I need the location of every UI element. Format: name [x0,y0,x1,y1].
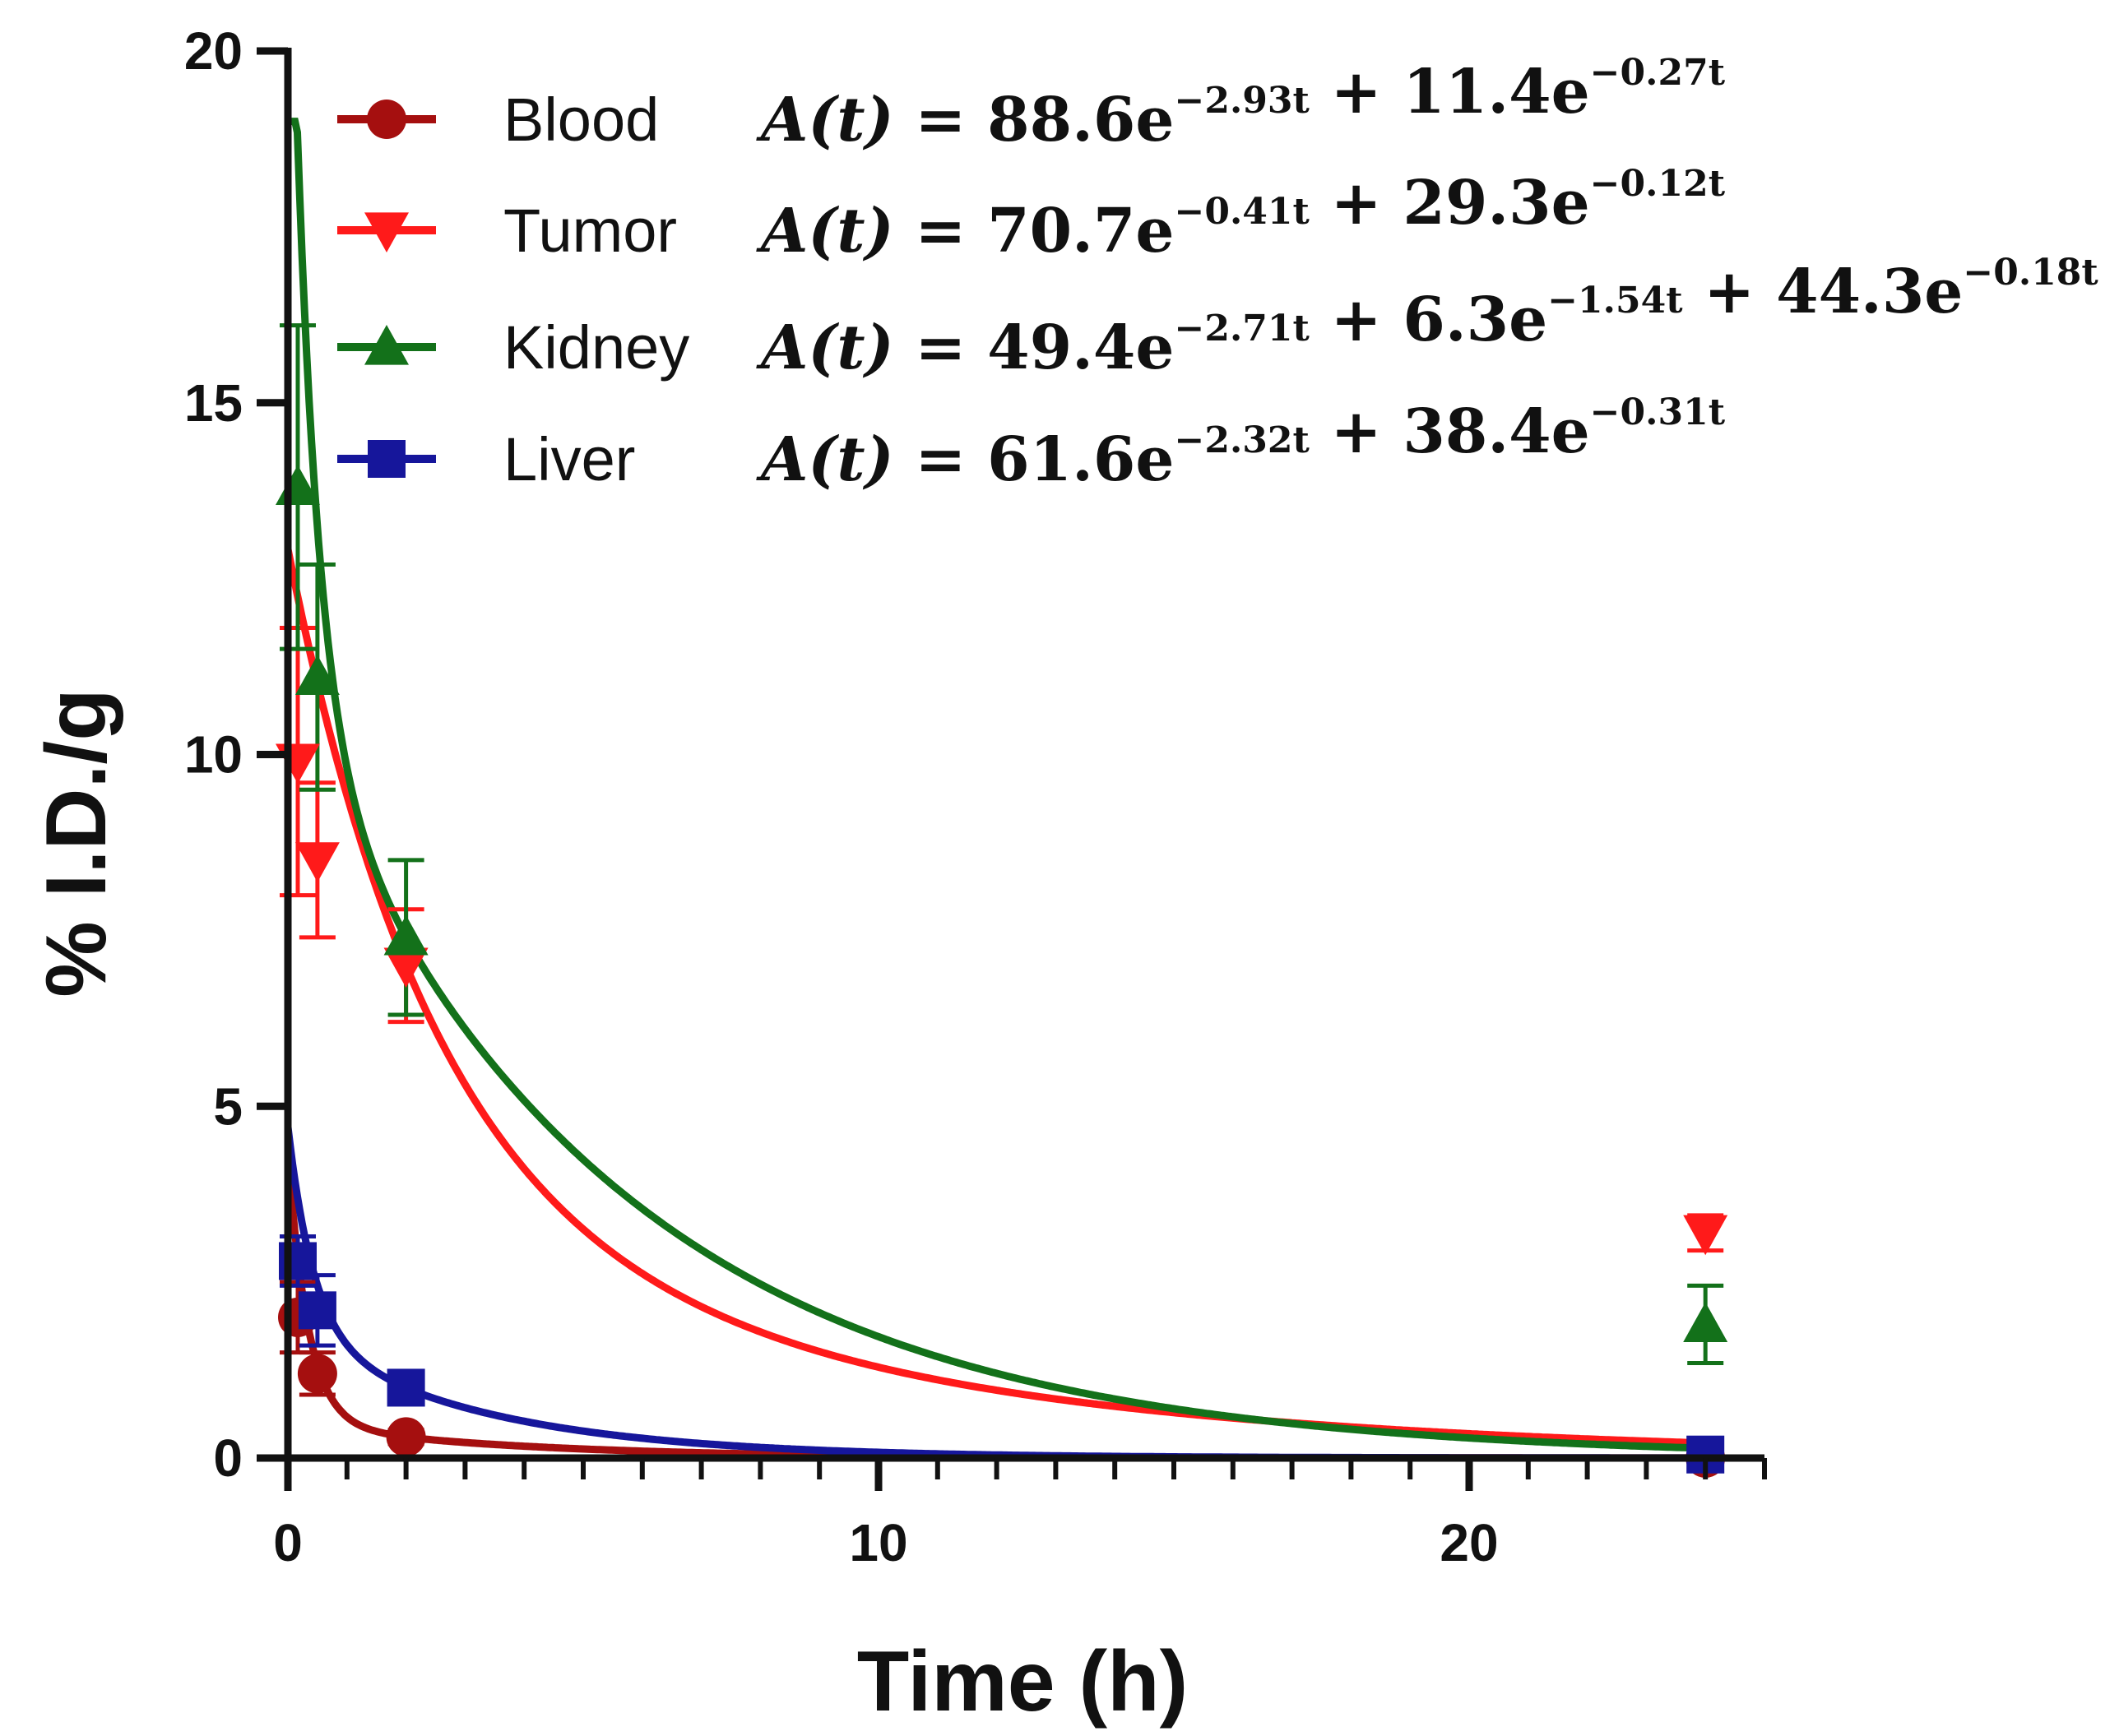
marker-kidney [294,655,340,695]
marker-blood [297,1354,337,1394]
legend-marker-blood [367,100,406,139]
legend-marker-tumor [364,212,409,252]
legend: Blood A(t) = 88.6e−2.93t + 11.4e−0.27t Tum… [337,52,2098,495]
legend-marker-kidney [364,325,409,365]
y-tick-label: 15 [184,373,243,433]
legend-equation-blood: A(t) = 88.6e−2.93t + 11.4e−0.27t [756,52,1726,155]
marker-tumor [383,947,429,988]
legend-equation-liver: A(t) = 61.6e−2.32t + 38.4e−0.31t [756,391,1726,495]
data-markers [275,465,1728,1478]
y-tick-label: 0 [213,1428,243,1488]
y-tick-label: 20 [184,21,243,81]
legend-label-kidney: Kidney [503,313,689,382]
axes: 0 5 10 15 20 0 10 20 [184,21,1767,1572]
fit-curve-liver [284,1126,1706,1462]
y-axis-title: % I.D./g [29,688,124,998]
legend-label-tumor: Tumor [503,197,677,265]
fit-curve-blood [284,1151,1706,1462]
fit-curve-kidney [288,118,1706,1452]
y-tick-label: 5 [213,1076,243,1136]
error-bars [279,323,1724,1464]
fit-curve-tumor [284,548,1706,1447]
marker-kidney [1683,1302,1728,1343]
y-tick-label: 10 [184,725,243,785]
marker-liver [298,1291,336,1330]
x-tick-label: 10 [849,1513,907,1572]
x-axis-title: Time (h) [857,1634,1189,1729]
marker-kidney [383,914,429,956]
legend-equation-kidney: A(t) = 49.4e−2.71t + 6.3e−1.54t + 44.3e−… [756,252,2098,383]
marker-liver [387,1368,425,1407]
legend-marker-liver [368,440,406,478]
legend-label-liver: Liver [503,425,635,493]
marker-tumor [275,743,320,785]
legend-label-blood: Blood [503,86,659,154]
x-tick-label: 0 [273,1513,303,1572]
marker-tumor [294,842,340,882]
marker-blood [386,1417,426,1457]
marker-tumor [1683,1215,1728,1256]
legend-equation-tumor: A(t) = 70.7e−0.41t + 29.3e−0.12t [756,163,1726,266]
x-tick-label: 20 [1440,1513,1498,1572]
